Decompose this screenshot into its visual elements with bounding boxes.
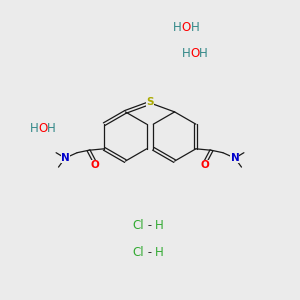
Text: Cl: Cl — [132, 219, 144, 232]
Text: H: H — [199, 47, 208, 60]
Text: O: O — [91, 160, 100, 170]
Text: -: - — [144, 245, 153, 259]
Text: H: H — [173, 21, 182, 34]
Text: -: - — [144, 219, 153, 232]
Text: O: O — [38, 122, 47, 135]
Text: N: N — [61, 153, 70, 163]
Text: S: S — [146, 97, 154, 107]
Text: H: H — [190, 21, 200, 34]
Text: N: N — [230, 153, 239, 163]
Text: H: H — [30, 122, 39, 135]
Text: H: H — [47, 122, 56, 135]
Text: H: H — [182, 47, 190, 60]
Text: H: H — [154, 245, 164, 259]
Text: H: H — [154, 219, 164, 232]
Text: O: O — [200, 160, 209, 170]
Text: Cl: Cl — [132, 245, 144, 259]
Text: O: O — [190, 47, 199, 60]
Text: O: O — [182, 21, 191, 34]
